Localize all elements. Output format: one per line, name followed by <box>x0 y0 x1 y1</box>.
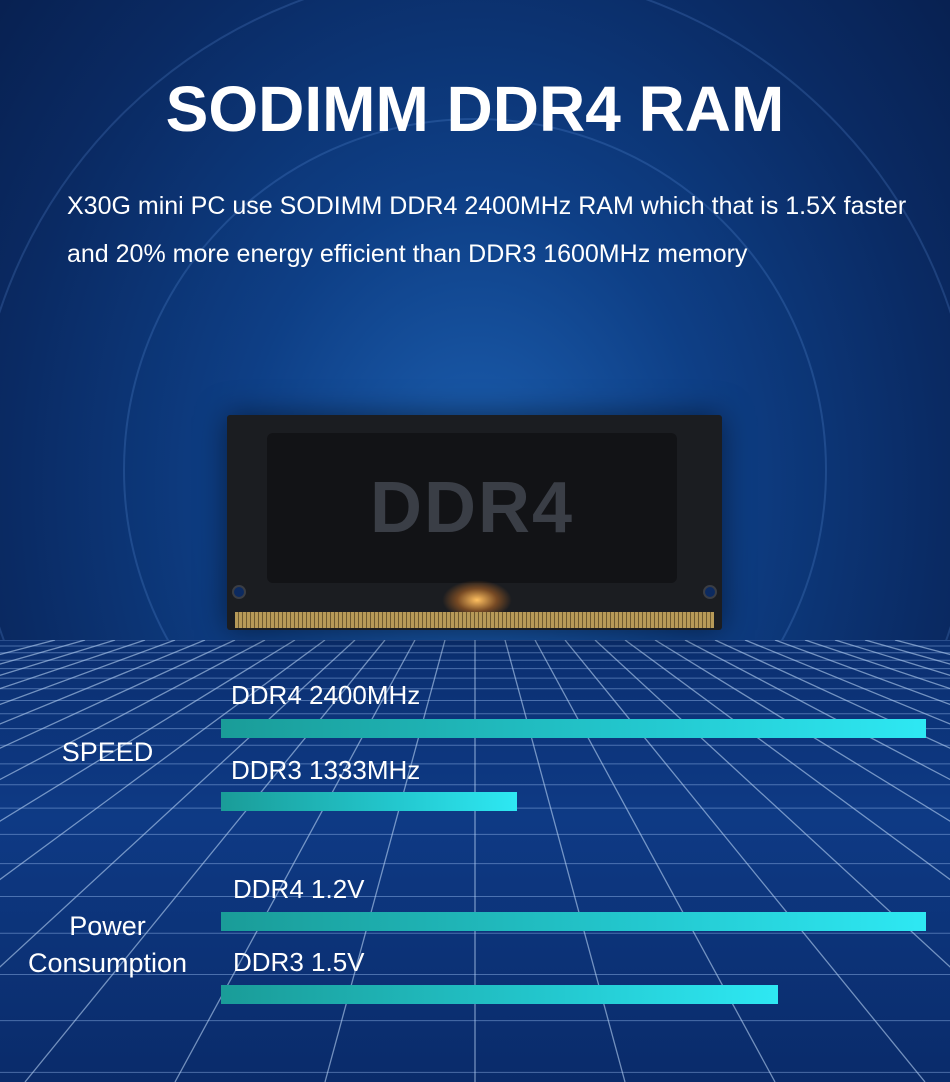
grid-line <box>714 640 950 749</box>
grid-line <box>894 640 950 656</box>
grid-line <box>0 640 116 676</box>
grid-line <box>684 640 950 781</box>
bar-label: DDR4 2400MHz <box>231 680 421 710</box>
page-title: SODIMM DDR4 RAM <box>165 73 785 145</box>
module-label: DDR4 <box>369 468 575 548</box>
grid-line <box>24 640 386 1082</box>
bar-ddr3-speed <box>221 792 518 811</box>
grid-line <box>834 640 950 676</box>
bar-label: DDR3 1333MHz <box>231 755 421 785</box>
grid-line <box>624 640 950 881</box>
grid-line <box>0 640 326 881</box>
grid-line <box>0 640 146 690</box>
grid-line <box>0 640 176 706</box>
grid-line <box>594 640 950 968</box>
mount-hole <box>703 585 717 599</box>
background-grid <box>0 640 950 1082</box>
grid-line <box>0 640 56 656</box>
grid-line <box>0 640 296 822</box>
bar-label: DDR3 1.5V <box>233 947 365 977</box>
ram-module-image: DDR4 <box>227 415 722 630</box>
category-power: Power Consumption <box>27 911 188 978</box>
grid-line <box>174 640 416 1082</box>
grid-line <box>324 640 446 1082</box>
description: X30G mini PC use SODIMM DDR4 2400MHz RAM… <box>67 192 907 268</box>
grid-line <box>774 640 950 706</box>
grid-line <box>564 640 926 1082</box>
grid-line <box>804 640 950 690</box>
mount-hole <box>232 585 246 599</box>
bar-label: DDR4 1.2V <box>233 874 365 904</box>
grid-line <box>654 640 950 822</box>
grid-line <box>0 640 206 725</box>
grid-line <box>0 640 356 968</box>
grid-line <box>534 640 776 1082</box>
grid-line <box>0 640 266 781</box>
category-speed: SPEED <box>61 737 154 767</box>
gold-pins <box>235 612 714 628</box>
grid-line <box>504 640 626 1082</box>
ram-chip: DDR4 <box>267 433 677 583</box>
grid-line <box>0 640 236 749</box>
bar-ddr4-power <box>221 912 926 931</box>
bar-ddr3-power <box>221 985 778 1004</box>
grid-line <box>744 640 950 725</box>
bar-ddr4-speed <box>221 719 926 738</box>
